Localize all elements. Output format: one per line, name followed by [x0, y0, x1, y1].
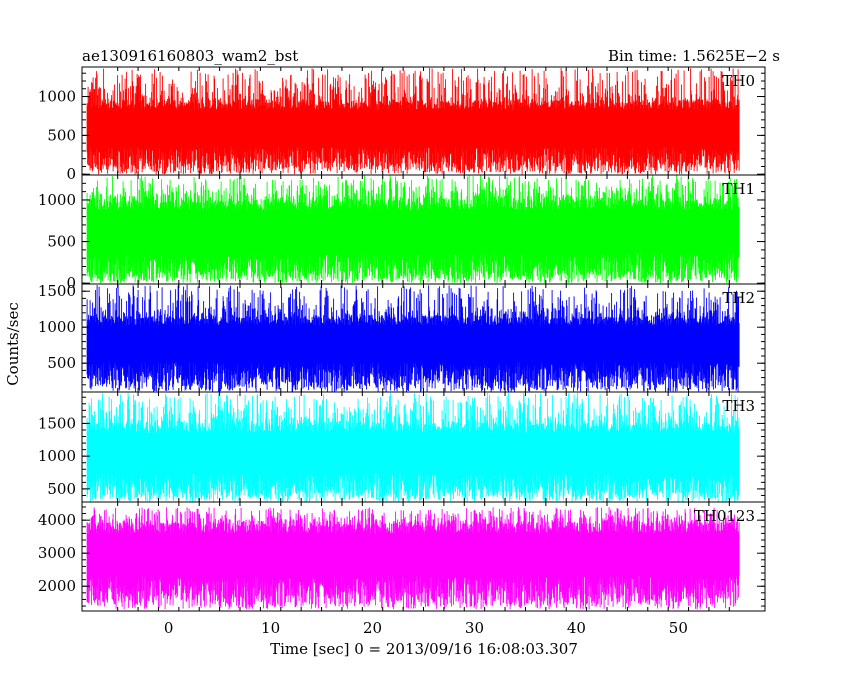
panel-th1: 0 500 1000 TH1: [38, 174, 766, 292]
panel-th3: 500 1000 1500 TH3: [38, 391, 766, 503]
y-tick-label: 4000: [38, 511, 76, 529]
x-tick-label: 30: [465, 619, 484, 637]
panel-th0123: 2000 3000 4000 TH0123: [38, 501, 766, 612]
x-tick-label: 20: [363, 619, 382, 637]
x-tick-label: 50: [669, 619, 688, 637]
y-tick-label: 1000: [38, 447, 76, 465]
y-tick-label: 500: [47, 480, 76, 498]
y-tick-label: 3000: [38, 544, 76, 562]
chart-title: ae130916160803_wam2_bst: [82, 47, 298, 65]
y-axis-label: Counts/sec: [4, 302, 22, 386]
y-tick-label: 1000: [38, 318, 76, 336]
x-tick-label: 10: [261, 619, 280, 637]
y-tick-label: 1000: [38, 88, 76, 106]
panel-label: TH1: [722, 180, 755, 198]
series-th0: [86, 67, 740, 175]
panel-label: TH2: [722, 289, 755, 307]
y-tick-label: 0: [66, 274, 76, 292]
x-axis-label: Time [sec] 0 = 2013/09/16 16:08:03.307: [270, 640, 578, 658]
y-tick-label: 2000: [38, 577, 76, 595]
series-th2: [86, 284, 740, 392]
y-tick-label: 1500: [38, 414, 76, 432]
panel-label: TH3: [722, 397, 755, 415]
series-th0123: [86, 507, 740, 610]
panels-group: 0 500 1000 TH0 0 500 1000 TH1 500 1000 1500 TH2 500 1…: [38, 66, 766, 612]
panel-th0: 0 500 1000 TH0: [38, 66, 766, 183]
x-axis: 0 10 20 30 40 50: [164, 619, 688, 637]
y-tick-label: 0: [66, 165, 76, 183]
x-tick-label: 40: [567, 619, 586, 637]
series-th3: [86, 392, 740, 502]
panel-label: TH0: [722, 72, 755, 90]
y-tick-label: 1000: [38, 191, 76, 209]
panel-label: TH0123: [694, 507, 755, 525]
y-tick-label: 500: [47, 126, 76, 144]
x-tick-label: 0: [164, 619, 174, 637]
y-tick-label: 500: [47, 354, 76, 372]
y-tick-label: 1500: [38, 282, 76, 300]
series-th1: [86, 175, 740, 284]
panel-th2: 500 1000 1500 TH2: [38, 282, 766, 393]
y-tick-label: 500: [47, 233, 76, 251]
bin-time-label: Bin time: 1.5625E−2 s: [608, 47, 780, 65]
